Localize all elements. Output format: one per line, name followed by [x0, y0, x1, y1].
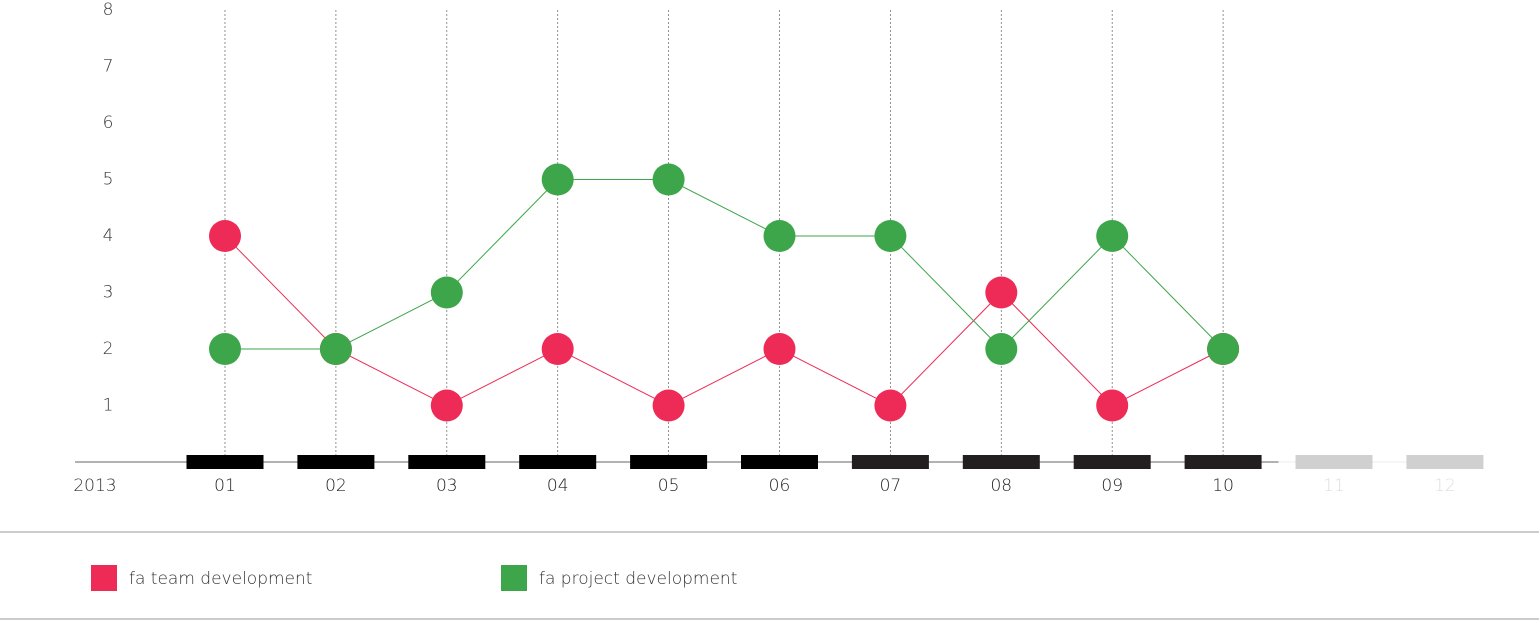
x-tick-label: 06	[769, 476, 791, 496]
data-point	[209, 220, 241, 252]
x-tick-label: 08	[990, 476, 1012, 496]
data-point	[1096, 220, 1129, 252]
data-point	[652, 163, 685, 196]
series-line	[225, 179, 1224, 350]
data-point	[430, 276, 463, 309]
data-point	[430, 389, 463, 422]
category-bar	[1295, 455, 1373, 469]
category-bar	[630, 455, 708, 469]
data-point	[874, 220, 907, 252]
x-tick-label: 09	[1101, 476, 1123, 496]
category-bar	[408, 455, 486, 469]
data-point	[763, 333, 796, 365]
x-tick-label: 12	[1434, 476, 1456, 496]
data-point	[874, 389, 907, 422]
series-line	[224, 235, 1224, 407]
legend-swatch	[91, 565, 117, 591]
category-bar	[1073, 455, 1151, 469]
data-point	[1096, 389, 1129, 422]
data-point	[763, 220, 796, 252]
legend-swatch	[501, 565, 527, 591]
category-bar	[519, 455, 597, 469]
legend-label: fa project development	[539, 569, 737, 589]
category-bar	[297, 455, 375, 469]
y-tick-label: 4	[103, 226, 114, 246]
y-tick-label: 8	[103, 0, 114, 20]
x-tick-label: 04	[547, 476, 569, 496]
y-tick-label: 3	[103, 283, 114, 303]
x-tick-label: 10	[1212, 476, 1234, 496]
y-tick-label: 6	[103, 113, 114, 133]
data-point	[209, 333, 241, 365]
category-bar	[962, 455, 1040, 469]
data-point	[541, 333, 574, 365]
category-bar	[186, 455, 264, 469]
x-tick-label: 02	[325, 476, 347, 496]
data-point	[985, 333, 1018, 365]
x-tick-label: 01	[214, 476, 236, 496]
x-tick-label: 03	[436, 476, 458, 496]
category-bar	[1406, 455, 1484, 469]
year-label: 2013	[73, 476, 116, 496]
data-point	[652, 389, 685, 422]
category-bar	[851, 455, 929, 469]
y-tick-label: 2	[103, 339, 114, 359]
legend-label: fa team development	[129, 569, 312, 589]
category-bar	[741, 455, 818, 469]
x-tick-label: 07	[880, 476, 902, 496]
y-tick-label: 7	[103, 57, 114, 77]
x-tick-label: 05	[658, 476, 680, 496]
category-bar	[1184, 455, 1262, 469]
x-tick-label: 11	[1323, 476, 1345, 496]
data-point	[1207, 333, 1240, 365]
data-point	[541, 163, 574, 196]
y-tick-label: 1	[103, 396, 114, 416]
data-point	[985, 276, 1018, 309]
y-tick-label: 5	[103, 170, 114, 190]
data-point	[319, 333, 352, 365]
